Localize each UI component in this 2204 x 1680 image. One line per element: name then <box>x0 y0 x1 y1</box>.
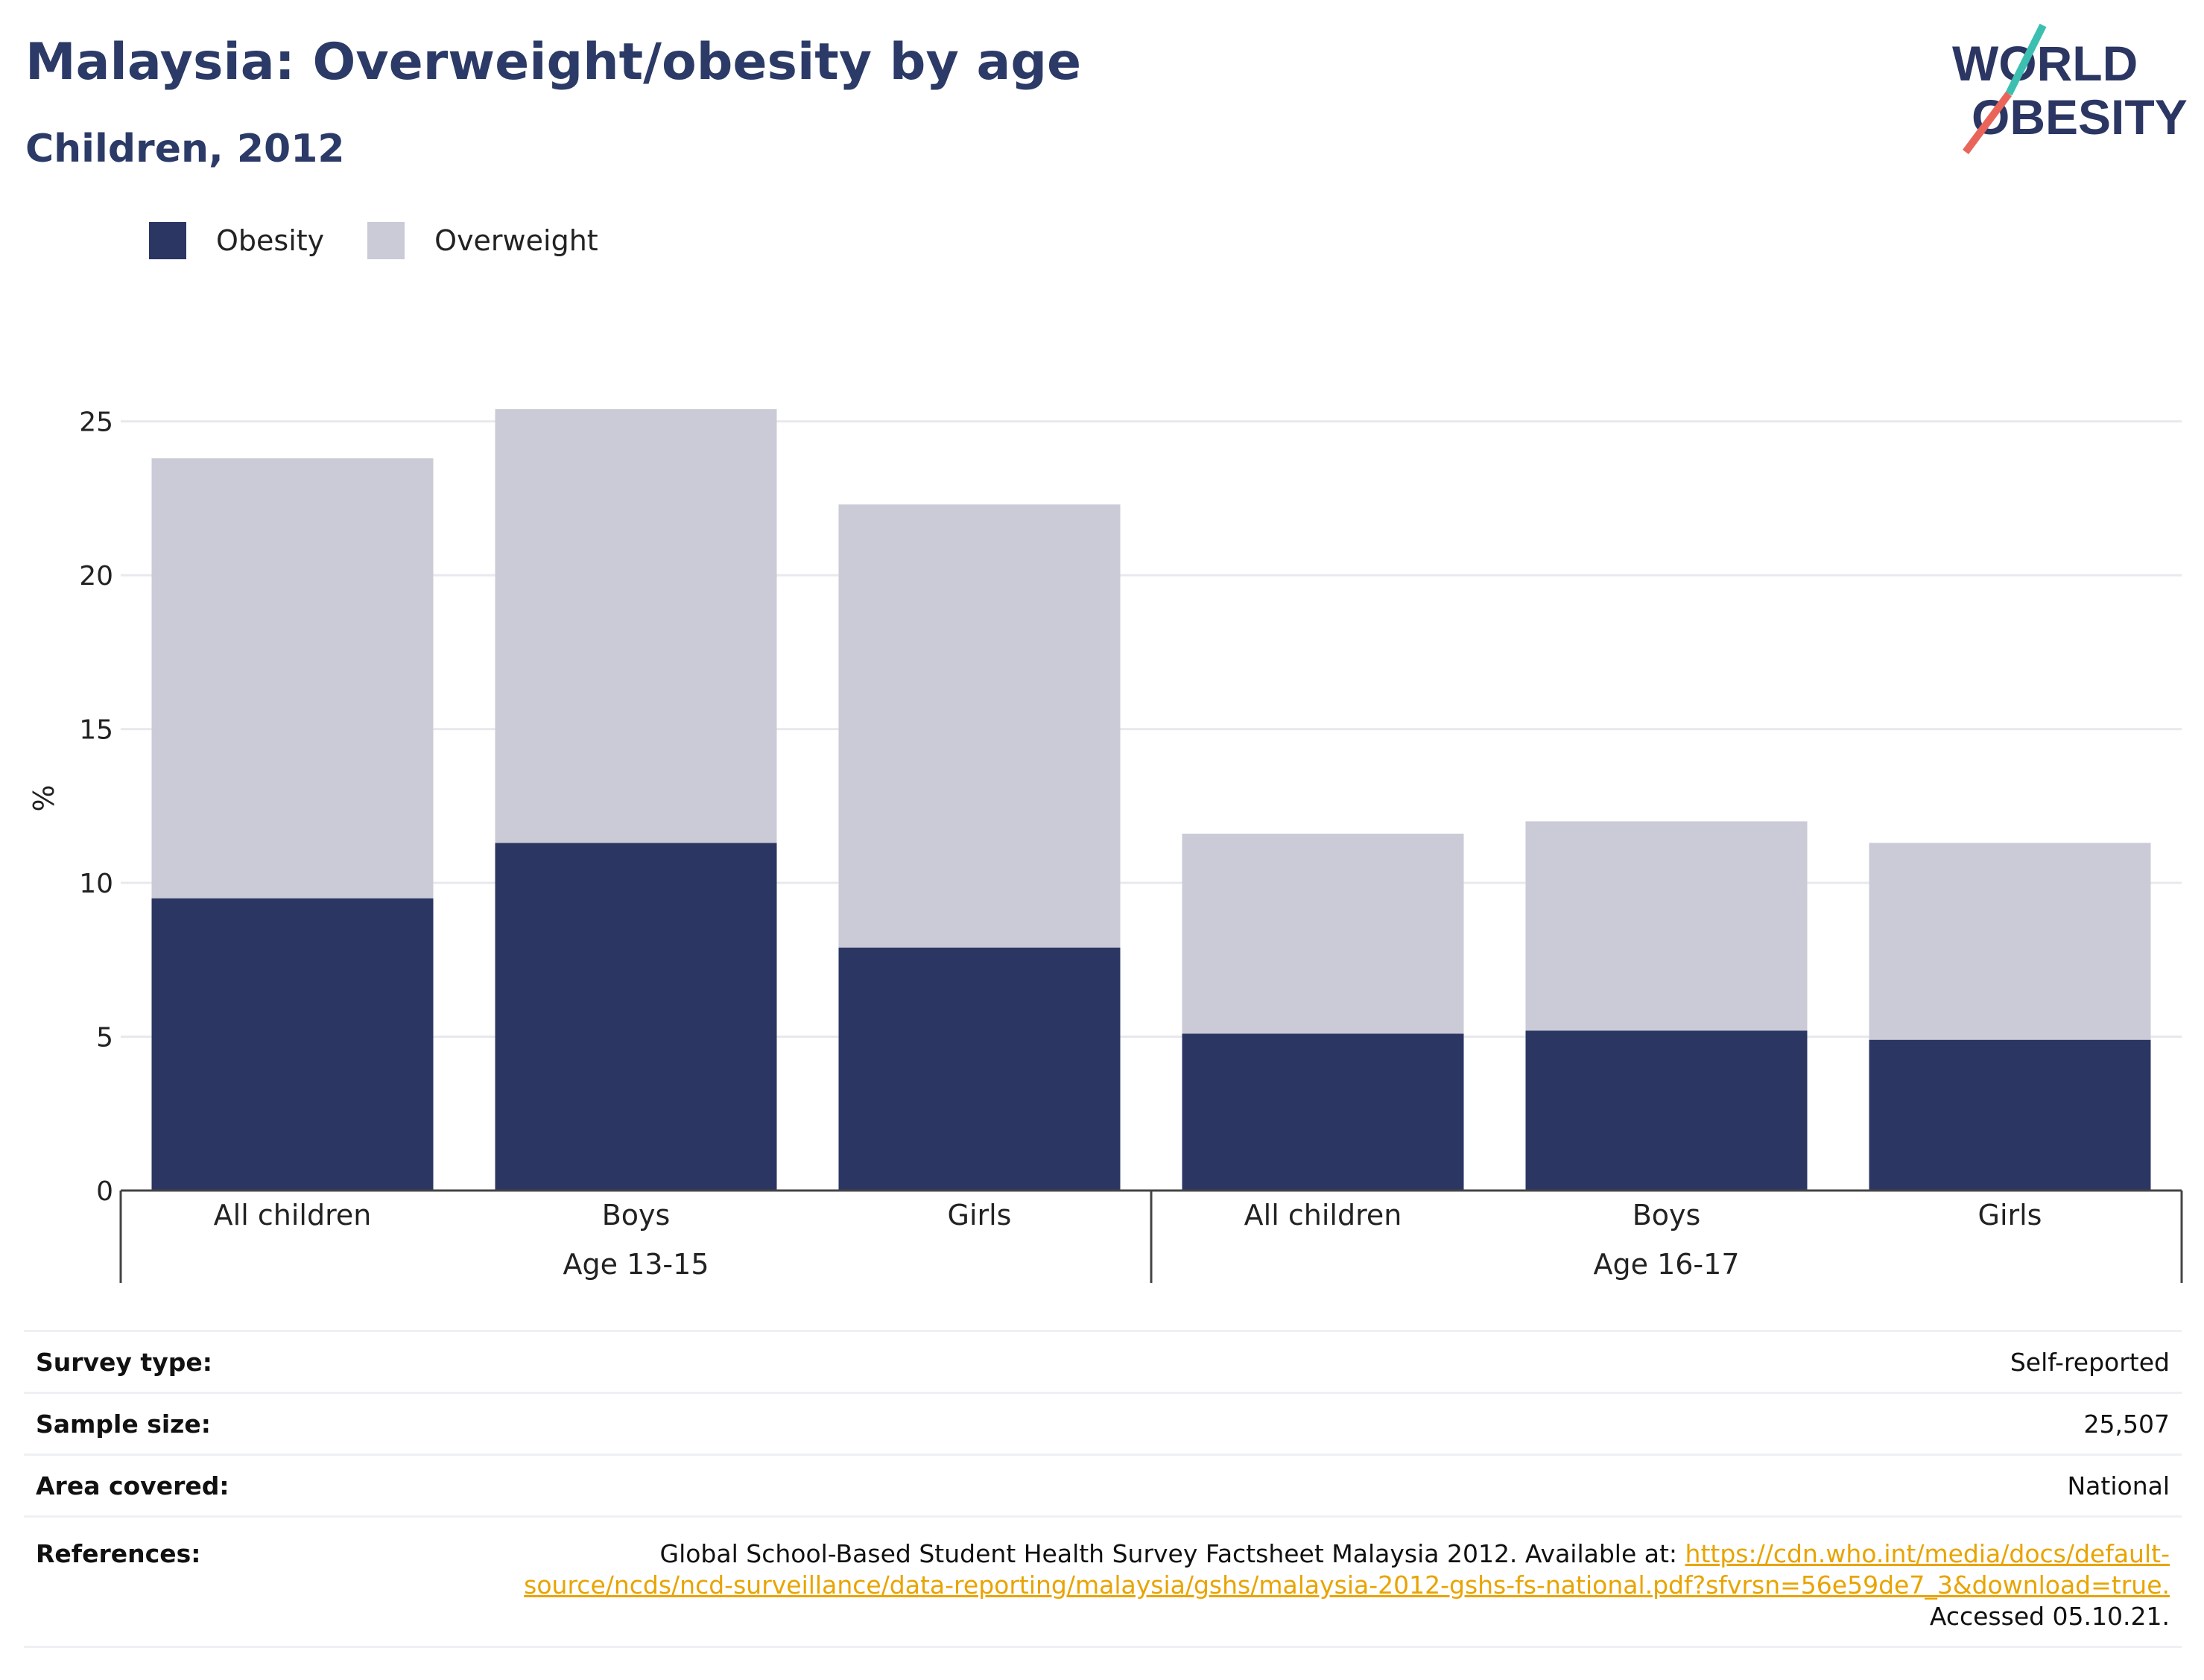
references-accessed: Accessed 05.10.21. <box>1929 1602 2170 1631</box>
sample-size-label: Sample size: <box>24 1392 483 1455</box>
legend-label-overweight: Overweight <box>434 224 598 257</box>
chart-subtitle: Children, 2012 <box>25 127 345 171</box>
chart-title: Malaysia: Overweight/obesity by age <box>25 33 1082 92</box>
x-tick-label-2: Girls <box>948 1199 1012 1232</box>
reference-link-part1: https://cdn.who.int/media/docs/default- <box>1685 1539 2170 1568</box>
reference-link-part2: source/ncds/ncd-surveillance/data-report… <box>524 1570 2170 1600</box>
y-tick-label-10: 10 <box>79 869 113 899</box>
legend-item-overweight[interactable]: Overweight <box>367 222 598 259</box>
y-tick-label-25: 25 <box>79 408 113 438</box>
group-label-1: Age 16-17 <box>1594 1248 1740 1281</box>
y-tick-label-20: 20 <box>79 561 113 592</box>
references-label: References: <box>24 1515 483 1648</box>
y-tick-label-5: 5 <box>96 1023 113 1053</box>
sample-size-value: 25,507 <box>483 1392 2182 1455</box>
bar-overweight-2 <box>838 504 1121 948</box>
bar-obesity-0 <box>151 898 434 1191</box>
bar-obesity-3 <box>1182 1033 1464 1191</box>
legend-label-obesity: Obesity <box>216 224 325 257</box>
bar-obesity-1 <box>495 843 777 1191</box>
area-covered-value: National <box>483 1454 2182 1517</box>
group-label-0: Age 13-15 <box>563 1248 709 1281</box>
reference-link[interactable]: https://cdn.who.int/media/docs/default-s… <box>524 1539 2170 1600</box>
references-value: Global School-Based Student Health Surve… <box>483 1515 2182 1648</box>
x-tick-label-1: Boys <box>602 1199 671 1232</box>
bar-overweight-0 <box>151 458 434 898</box>
x-tick-label-3: All children <box>1244 1199 1402 1232</box>
info-row-survey-type: Survey type: Self-reported <box>24 1330 2182 1393</box>
info-row-sample-size: Sample size: 25,507 <box>24 1392 2182 1455</box>
logo-red-stroke <box>1962 92 2013 154</box>
bar-overweight-4 <box>1525 821 1808 1031</box>
legend-swatch-overweight <box>367 222 405 259</box>
y-axis-label: % <box>28 784 60 811</box>
logo-line1: WORLD <box>1952 36 2138 91</box>
bar-obesity-5 <box>1869 1039 2151 1191</box>
bar-obesity-4 <box>1525 1030 1808 1191</box>
x-tick-label-0: All children <box>214 1199 372 1232</box>
bar-obesity-2 <box>838 947 1121 1191</box>
survey-info-table: Survey type: Self-reported Sample size: … <box>24 1330 2182 1648</box>
legend-item-obesity[interactable]: Obesity <box>149 222 324 259</box>
x-tick-label-5: Girls <box>1978 1199 2042 1232</box>
stacked-bar-chart: 0 5 10 15 20 25% All children Boys Girls All chil… <box>28 408 2183 1283</box>
survey-type-value: Self-reported <box>483 1330 2182 1393</box>
logo-teal-stroke <box>2005 23 2047 96</box>
bar-overweight-5 <box>1869 843 2151 1040</box>
y-tick-label-15: 15 <box>79 715 113 746</box>
world-obesity-logo: WORLD OBESITY <box>1952 23 2188 154</box>
legend-swatch-obesity <box>149 222 186 259</box>
references-text: Global School-Based Student Health Surve… <box>659 1539 1685 1568</box>
y-tick-label-0: 0 <box>96 1176 113 1207</box>
survey-type-label: Survey type: <box>24 1330 483 1393</box>
bar-overweight-3 <box>1182 833 1464 1034</box>
x-tick-label-4: Boys <box>1633 1199 1701 1232</box>
chart-legend: Obesity Overweight <box>149 222 642 259</box>
bar-overweight-1 <box>495 409 777 843</box>
area-covered-label: Area covered: <box>24 1454 483 1517</box>
info-row-area-covered: Area covered: National <box>24 1454 2182 1517</box>
info-row-references: References: Global School-Based Student … <box>24 1515 2182 1648</box>
